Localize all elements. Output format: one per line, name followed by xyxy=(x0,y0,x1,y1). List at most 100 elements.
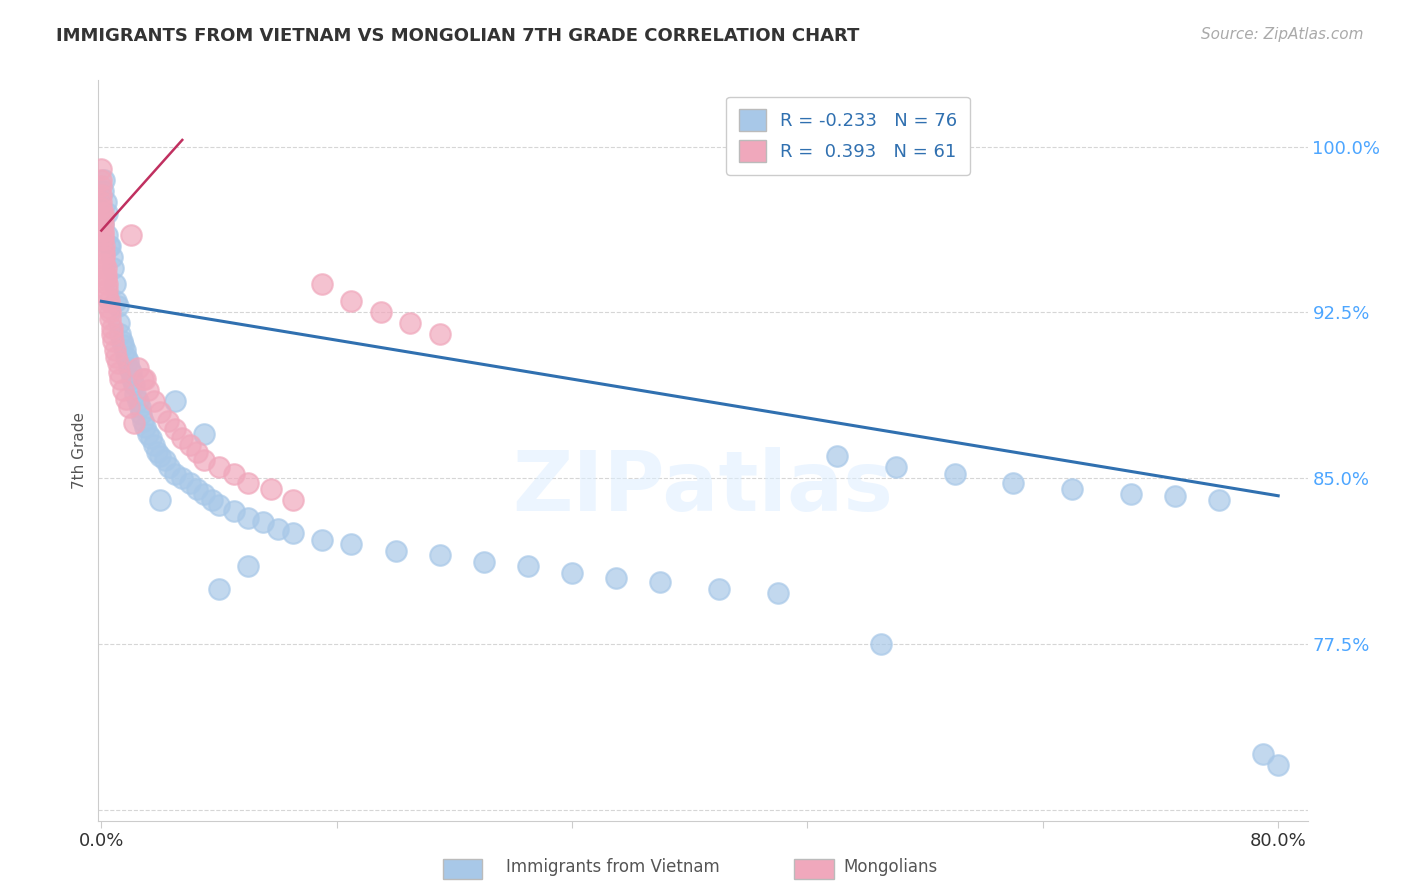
Point xyxy=(121,371,143,385)
Point xyxy=(208,498,231,512)
Point xyxy=(120,227,142,242)
Point xyxy=(94,261,117,276)
Point xyxy=(93,245,115,260)
Point xyxy=(124,387,146,401)
Point xyxy=(93,239,115,253)
Point xyxy=(94,268,117,282)
Text: ZIPatlas: ZIPatlas xyxy=(513,447,893,528)
Point xyxy=(143,393,166,408)
Text: IMMIGRANTS FROM VIETNAM VS MONGOLIAN 7TH GRADE CORRELATION CHART: IMMIGRANTS FROM VIETNAM VS MONGOLIAN 7TH… xyxy=(56,27,859,45)
Point xyxy=(90,202,112,216)
Point xyxy=(98,312,121,326)
Point xyxy=(108,317,131,331)
Point xyxy=(238,511,260,525)
Point xyxy=(201,493,224,508)
Point xyxy=(650,574,672,589)
Point xyxy=(1119,486,1142,500)
Point xyxy=(128,401,150,415)
Point xyxy=(107,356,129,370)
Point xyxy=(91,211,114,225)
Y-axis label: 7th Grade: 7th Grade xyxy=(72,412,87,489)
Point xyxy=(1164,489,1187,503)
Point xyxy=(153,453,176,467)
Point xyxy=(91,184,114,198)
Point xyxy=(129,407,152,421)
Point xyxy=(472,555,495,569)
Point xyxy=(98,305,121,319)
Point xyxy=(238,475,260,490)
Point xyxy=(281,493,304,508)
Point xyxy=(101,334,124,348)
Point xyxy=(252,516,274,530)
Point xyxy=(138,383,160,397)
Point xyxy=(156,414,179,428)
Point xyxy=(97,239,120,253)
Point xyxy=(112,383,135,397)
Point xyxy=(90,179,112,194)
Point xyxy=(107,299,129,313)
Point xyxy=(149,405,172,419)
Point xyxy=(118,401,141,415)
Point xyxy=(134,371,156,385)
Point xyxy=(96,277,118,291)
Point xyxy=(186,482,208,496)
Point xyxy=(281,526,304,541)
Point xyxy=(1267,758,1289,772)
Point xyxy=(172,471,194,485)
Point xyxy=(90,161,112,176)
Point xyxy=(141,431,163,445)
Point xyxy=(93,250,115,264)
Point xyxy=(222,467,245,481)
Point xyxy=(259,482,281,496)
Point xyxy=(111,334,134,348)
Point xyxy=(193,486,215,500)
Point xyxy=(157,460,180,475)
Point xyxy=(267,522,290,536)
Point xyxy=(110,327,132,342)
Point xyxy=(120,365,142,379)
Point xyxy=(96,290,118,304)
Point xyxy=(105,350,128,364)
Point xyxy=(884,460,907,475)
Point xyxy=(131,414,153,428)
Point xyxy=(91,223,114,237)
Point xyxy=(112,338,135,352)
Point xyxy=(117,354,139,368)
Point xyxy=(100,327,122,342)
Point xyxy=(108,365,131,379)
Point xyxy=(131,371,153,385)
Point xyxy=(163,467,186,481)
Point xyxy=(149,493,172,508)
Point xyxy=(186,444,208,458)
Point xyxy=(97,294,120,309)
Point xyxy=(94,194,117,209)
Point xyxy=(429,327,451,342)
Point xyxy=(114,343,136,357)
Point xyxy=(172,431,194,445)
Point xyxy=(104,277,127,291)
Point xyxy=(100,250,122,264)
Point xyxy=(149,449,172,463)
Point xyxy=(115,392,138,406)
Point xyxy=(127,360,149,375)
Point xyxy=(1002,475,1025,490)
Point xyxy=(127,393,149,408)
Point xyxy=(90,172,112,186)
Point xyxy=(340,294,363,309)
Point xyxy=(146,444,169,458)
Point xyxy=(97,301,120,315)
Point xyxy=(105,294,128,309)
Point xyxy=(93,172,115,186)
Point xyxy=(138,426,160,441)
Point xyxy=(143,438,166,452)
Point xyxy=(399,317,422,331)
Point xyxy=(943,467,966,481)
Point xyxy=(104,343,127,357)
Point xyxy=(766,586,789,600)
Text: Immigrants from Vietnam: Immigrants from Vietnam xyxy=(506,858,720,876)
Point xyxy=(91,217,114,231)
Point xyxy=(222,504,245,518)
Point xyxy=(90,194,112,209)
Point xyxy=(91,206,114,220)
Point xyxy=(429,549,451,563)
